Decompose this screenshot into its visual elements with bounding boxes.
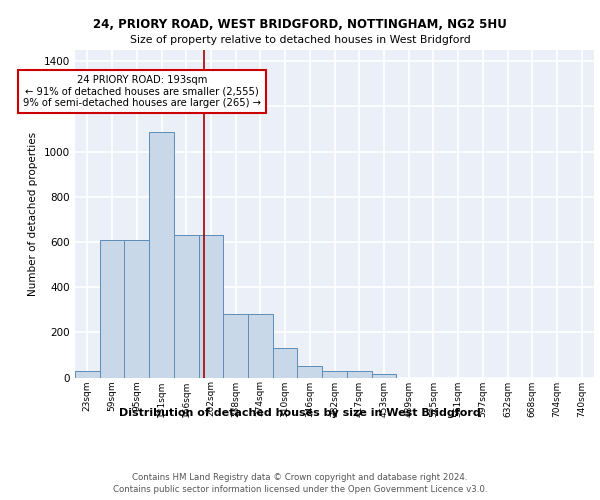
Bar [124, 240, 149, 378]
Bar [149, 132, 174, 378]
Bar [174, 235, 199, 378]
Bar [322, 370, 347, 378]
Text: 24, PRIORY ROAD, WEST BRIDGFORD, NOTTINGHAM, NG2 5HU: 24, PRIORY ROAD, WEST BRIDGFORD, NOTTING… [93, 18, 507, 30]
Text: Contains public sector information licensed under the Open Government Licence v3: Contains public sector information licen… [113, 485, 487, 494]
Bar [248, 314, 273, 378]
Text: Size of property relative to detached houses in West Bridgford: Size of property relative to detached ho… [130, 35, 470, 45]
Bar [75, 370, 100, 378]
Bar [371, 374, 396, 378]
Text: Distribution of detached houses by size in West Bridgford: Distribution of detached houses by size … [119, 408, 481, 418]
Bar [273, 348, 298, 378]
Bar [347, 370, 371, 378]
Text: 24 PRIORY ROAD: 193sqm
← 91% of detached houses are smaller (2,555)
9% of semi-d: 24 PRIORY ROAD: 193sqm ← 91% of detached… [23, 75, 261, 108]
Bar [223, 314, 248, 378]
Y-axis label: Number of detached properties: Number of detached properties [28, 132, 38, 296]
Bar [298, 366, 322, 378]
Text: Contains HM Land Registry data © Crown copyright and database right 2024.: Contains HM Land Registry data © Crown c… [132, 472, 468, 482]
Bar [199, 235, 223, 378]
Bar [100, 240, 124, 378]
